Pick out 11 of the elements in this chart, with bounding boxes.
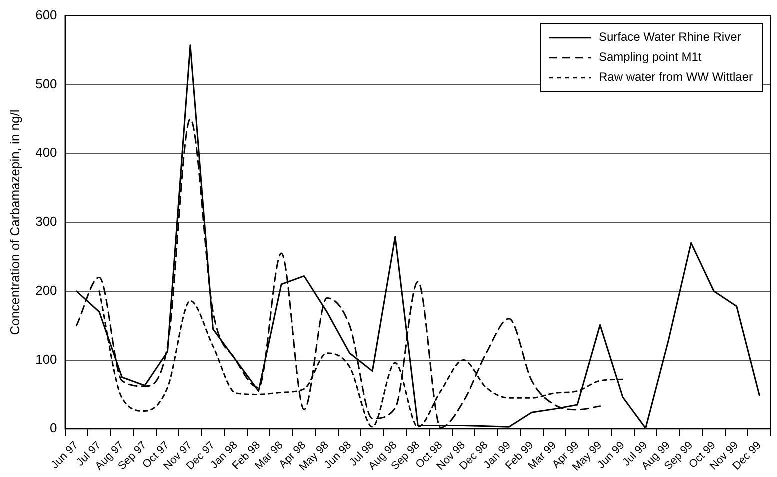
legend-label: Sampling point M1t xyxy=(598,50,702,64)
y-tick-label: 400 xyxy=(36,145,58,160)
y-tick-label: 100 xyxy=(36,352,58,367)
y-tick-label: 500 xyxy=(36,76,58,92)
y-tick-label: 0 xyxy=(50,420,58,436)
legend-label: Surface Water Rhine River xyxy=(598,30,742,44)
y-tick-label: 300 xyxy=(36,214,58,230)
y-axis-title: Concentration of Carbamazepin, in ng/l xyxy=(7,110,22,336)
y-tick-label: 600 xyxy=(36,7,58,22)
legend-label: Raw water from WW Wittlaer xyxy=(598,70,754,84)
y-tick-label: 200 xyxy=(36,282,58,298)
